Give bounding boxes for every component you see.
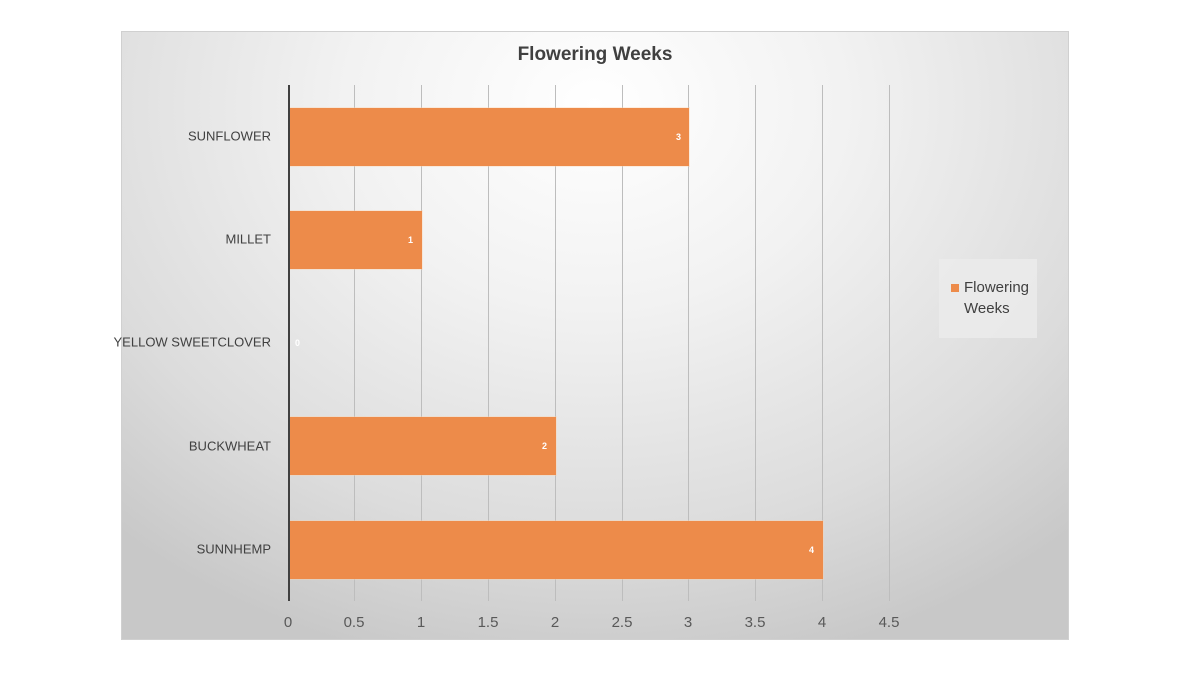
y-axis-line bbox=[288, 85, 290, 601]
bar-buckwheat[interactable] bbox=[289, 417, 556, 475]
bar-sunflower[interactable] bbox=[289, 108, 689, 166]
gridline bbox=[488, 85, 489, 601]
x-tick-label: 2 bbox=[550, 614, 560, 631]
chart-area: Flowering Weeks SUNFLOWER MILLET YELLOW … bbox=[114, 31, 1069, 640]
x-tick-label: 4.5 bbox=[878, 614, 900, 631]
gridline bbox=[755, 85, 756, 601]
data-label-sunnhemp: 4 bbox=[809, 545, 815, 555]
gridline bbox=[622, 85, 623, 601]
x-tick-label: 0.5 bbox=[343, 614, 365, 631]
gridline bbox=[421, 85, 422, 601]
bar-millet[interactable] bbox=[289, 211, 422, 269]
data-label-millet: 1 bbox=[408, 235, 414, 245]
bar-sunnhemp[interactable] bbox=[289, 521, 823, 579]
category-label-yellow-sweetclover: YELLOW SWEETCLOVER bbox=[113, 334, 271, 350]
plot-area: 3 1 0 2 4 bbox=[288, 85, 898, 601]
legend[interactable]: Flowering Weeks bbox=[939, 259, 1037, 338]
category-label-buckwheat: BUCKWHEAT bbox=[188, 438, 271, 454]
gridline bbox=[555, 85, 556, 601]
legend-swatch-icon bbox=[951, 284, 959, 292]
category-label-sunflower: SUNFLOWER bbox=[187, 128, 271, 144]
data-label-yellow-sweetclover: 0 bbox=[295, 338, 301, 348]
x-tick-label: 1.5 bbox=[477, 614, 499, 631]
data-label-sunflower: 3 bbox=[676, 132, 682, 142]
legend-label: Flowering Weeks bbox=[964, 279, 1030, 317]
x-tick-label: 2.5 bbox=[611, 614, 633, 631]
data-label-buckwheat: 2 bbox=[542, 441, 548, 451]
gridline bbox=[889, 85, 890, 601]
x-tick-label: 0 bbox=[283, 614, 293, 631]
x-tick-label: 1 bbox=[416, 614, 426, 631]
category-label-millet: MILLET bbox=[225, 231, 271, 247]
x-tick-label: 3.5 bbox=[744, 614, 766, 631]
x-tick-label: 3 bbox=[683, 614, 693, 631]
chart-title: Flowering Weeks bbox=[517, 44, 673, 65]
gridline bbox=[822, 85, 823, 601]
x-tick-label: 4 bbox=[817, 614, 827, 631]
gridline bbox=[354, 85, 355, 601]
gridline bbox=[688, 85, 689, 601]
category-label-sunnhemp: SUNNHEMP bbox=[196, 541, 271, 557]
